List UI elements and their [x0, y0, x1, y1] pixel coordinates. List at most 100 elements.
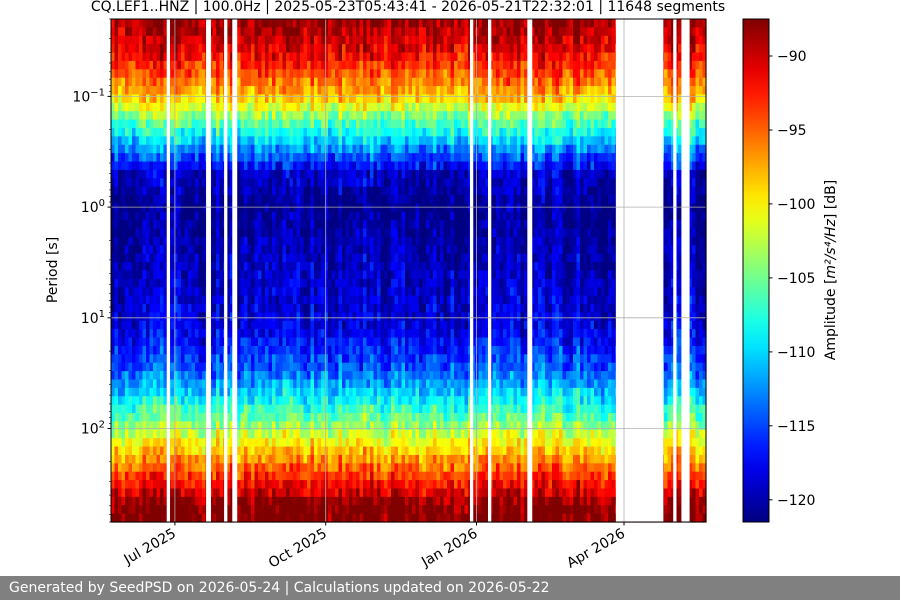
heatmap-cell	[118, 362, 123, 372]
heatmap-cell	[377, 86, 382, 96]
heatmap-cell	[135, 94, 140, 104]
heatmap-cell	[296, 19, 301, 28]
heatmap-cell	[219, 480, 224, 490]
heatmap-cell	[258, 228, 263, 238]
heatmap-cell	[349, 304, 354, 314]
heatmap-cell	[114, 312, 119, 322]
heatmap-cell	[132, 111, 137, 121]
heatmap-cell	[125, 371, 130, 381]
heatmap-cell	[373, 312, 378, 322]
heatmap-cell	[163, 102, 168, 112]
heatmap-cell	[307, 287, 312, 297]
heatmap-cell	[128, 52, 133, 62]
heatmap-cell	[394, 102, 399, 112]
heatmap-cell	[212, 203, 217, 213]
heatmap-cell	[212, 379, 217, 389]
heatmap-cell	[275, 287, 280, 297]
heatmap-cell	[226, 345, 231, 355]
heatmap-cell	[321, 69, 326, 79]
heatmap-cell	[328, 463, 333, 473]
heatmap-cell	[289, 480, 294, 490]
heatmap-cell	[310, 421, 315, 431]
heatmap-cell	[153, 354, 158, 364]
heatmap-cell	[247, 488, 252, 498]
heatmap-cell	[118, 454, 123, 464]
heatmap-cell	[293, 211, 298, 221]
heatmap-cell	[321, 186, 326, 196]
heatmap-cell	[135, 144, 140, 154]
heatmap-cell	[195, 295, 200, 305]
heatmap-cell	[153, 446, 158, 456]
heatmap-cell	[258, 438, 263, 448]
heatmap-cell	[335, 203, 340, 213]
heatmap-cell	[177, 186, 182, 196]
heatmap-cell	[195, 471, 200, 481]
heatmap-cell	[254, 429, 259, 439]
heatmap-cell	[328, 345, 333, 355]
heatmap-cell	[118, 69, 123, 79]
heatmap-cell	[282, 362, 287, 372]
heatmap-cell	[240, 513, 245, 523]
heatmap-cell	[125, 178, 130, 188]
heatmap-cell	[142, 44, 147, 54]
heatmap-cell	[279, 220, 284, 230]
heatmap-cell	[303, 404, 308, 414]
heatmap-cell	[268, 102, 273, 112]
heatmap-cell	[352, 513, 357, 523]
heatmap-cell	[289, 127, 294, 137]
heatmap-cell	[149, 463, 154, 473]
heatmap-cell	[377, 312, 382, 322]
heatmap-cell	[300, 161, 305, 171]
heatmap-cell	[254, 220, 259, 230]
heatmap-cell	[394, 404, 399, 414]
heatmap-cell	[195, 438, 200, 448]
heatmap-cell	[373, 94, 378, 104]
heatmap-cell	[188, 396, 193, 406]
heatmap-cell	[142, 69, 147, 79]
heatmap-cell	[384, 245, 389, 255]
heatmap-cell	[118, 119, 123, 129]
heatmap-cell	[163, 127, 168, 137]
heatmap-cell	[153, 52, 158, 62]
heatmap-cell	[307, 35, 312, 45]
heatmap-cell	[377, 161, 382, 171]
heatmap-cell	[282, 488, 287, 498]
heatmap-cell	[321, 454, 326, 464]
heatmap-cell	[139, 195, 144, 205]
heatmap-cell	[174, 86, 179, 96]
heatmap-cell	[216, 446, 221, 456]
heatmap-cell	[226, 52, 231, 62]
heatmap-cell	[118, 161, 123, 171]
heatmap-cell	[156, 278, 161, 288]
heatmap-cell	[244, 312, 249, 322]
heatmap-cell	[247, 312, 252, 322]
heatmap-cell	[170, 371, 175, 381]
heatmap-cell	[125, 245, 130, 255]
heatmap-cell	[293, 111, 298, 121]
heatmap-cell	[191, 379, 196, 389]
heatmap-cell	[209, 245, 214, 255]
heatmap-cell	[258, 421, 263, 431]
heatmap-cell	[394, 195, 399, 205]
heatmap-cell	[135, 203, 140, 213]
heatmap-cell	[191, 304, 196, 314]
heatmap-cell	[160, 203, 165, 213]
heatmap-cell	[303, 421, 308, 431]
heatmap-cell	[335, 480, 340, 490]
heatmap-cell	[163, 337, 168, 347]
heatmap-cell	[363, 513, 368, 523]
heatmap-cell	[321, 127, 326, 137]
heatmap-cell	[142, 446, 147, 456]
heatmap-cell	[251, 69, 256, 79]
heatmap-cell	[219, 362, 224, 372]
heatmap-cell	[237, 421, 242, 431]
heatmap-cell	[268, 178, 273, 188]
heatmap-cell	[261, 337, 266, 347]
heatmap-cell	[331, 253, 336, 263]
heatmap-cell	[373, 77, 378, 87]
heatmap-cell	[128, 236, 133, 246]
heatmap-cell	[352, 354, 357, 364]
heatmap-cell	[156, 35, 161, 45]
heatmap-cell	[177, 69, 182, 79]
heatmap-cell	[212, 304, 217, 314]
